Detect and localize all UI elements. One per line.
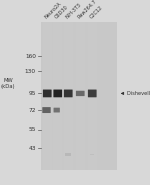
FancyBboxPatch shape bbox=[42, 107, 51, 113]
Bar bbox=[88, 22, 97, 170]
Text: 95: 95 bbox=[28, 91, 36, 96]
Bar bbox=[64, 22, 73, 170]
Text: NIH-3T3: NIH-3T3 bbox=[65, 2, 82, 19]
Text: 160: 160 bbox=[25, 54, 36, 59]
FancyBboxPatch shape bbox=[76, 91, 85, 96]
FancyBboxPatch shape bbox=[88, 90, 97, 97]
Text: 72: 72 bbox=[28, 107, 36, 113]
Bar bbox=[53, 22, 62, 170]
FancyBboxPatch shape bbox=[43, 90, 52, 97]
FancyBboxPatch shape bbox=[64, 90, 73, 97]
FancyBboxPatch shape bbox=[53, 90, 62, 97]
Text: C6D30: C6D30 bbox=[54, 4, 70, 19]
Text: C2C12: C2C12 bbox=[89, 4, 104, 19]
Text: Neuro2A: Neuro2A bbox=[44, 1, 62, 19]
FancyBboxPatch shape bbox=[54, 108, 60, 112]
Bar bbox=[90, 154, 94, 155]
Text: Raw264.7: Raw264.7 bbox=[77, 0, 98, 19]
Bar bbox=[76, 22, 85, 170]
Text: 43: 43 bbox=[28, 145, 36, 151]
Bar bbox=[65, 153, 71, 156]
Text: Dishevelled 2: Dishevelled 2 bbox=[127, 91, 150, 96]
Text: MW
(kDa): MW (kDa) bbox=[1, 78, 16, 89]
Bar bbox=[43, 22, 52, 170]
Bar bbox=[40, 22, 117, 170]
Text: 130: 130 bbox=[25, 69, 36, 74]
Text: 55: 55 bbox=[28, 127, 36, 132]
